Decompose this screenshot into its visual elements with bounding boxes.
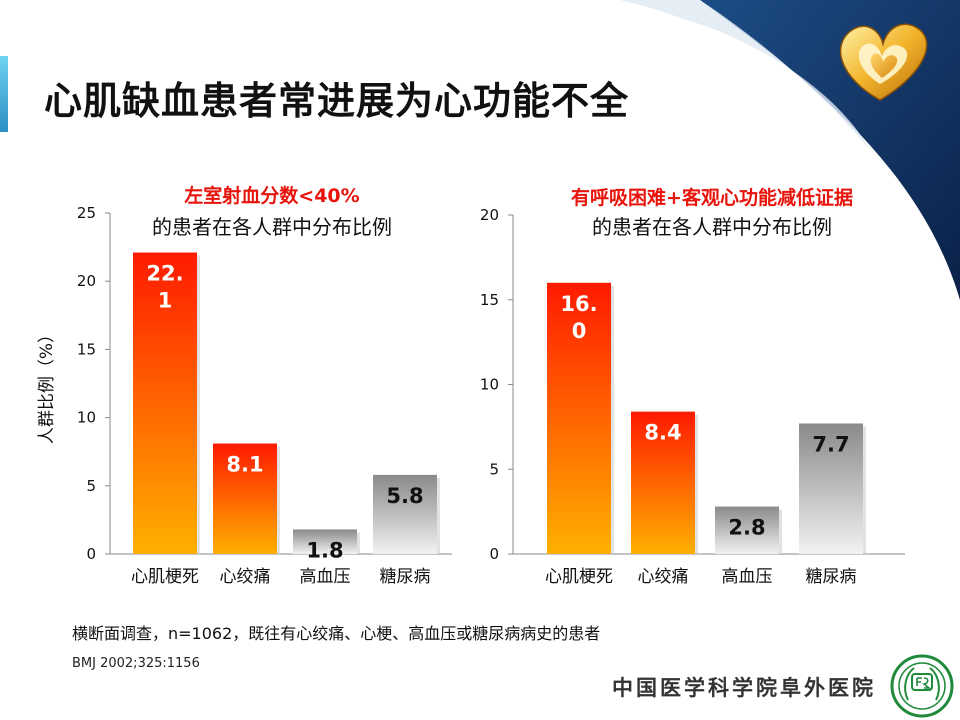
reference-citation: BMJ 2002;325:1156: [72, 656, 200, 671]
y-tick-label: 20: [480, 206, 499, 224]
gold-heart-logo-icon: [839, 23, 928, 101]
bar-糖尿病: [799, 423, 863, 554]
x-category-label: 心绞痛: [220, 567, 271, 587]
y-tick-label: 10: [77, 409, 96, 427]
x-category-label: 高血压: [722, 567, 773, 587]
study-footnote: 横断面调查，n=1062，既往有心绞痛、心梗、高血压或糖尿病病史的患者: [72, 624, 601, 643]
x-category-label: 心肌梗死: [545, 567, 613, 587]
bar-value-label: 22. 1: [146, 262, 183, 313]
x-category-label: 糖尿病: [806, 567, 857, 587]
chart-title-highlight: 有呼吸困难+客观心功能减低证据: [571, 186, 853, 209]
bar-心绞痛: [213, 443, 277, 554]
x-category-label: 高血压: [300, 567, 351, 587]
bar-心肌梗死: [133, 252, 197, 554]
y-tick-label: 15: [77, 340, 96, 358]
institution-name: 中国医学科学院阜外医院: [612, 675, 876, 700]
bar-value-label: 16. 0: [560, 292, 597, 343]
bar-value-label: 8.4: [644, 421, 681, 445]
y-tick-label: 0: [489, 545, 499, 563]
bar-value-label: 5.8: [386, 484, 423, 508]
y-axis-label: 人群比例（%）: [37, 326, 57, 444]
x-category-label: 糖尿病: [380, 567, 431, 587]
y-tick-label: 0: [86, 545, 96, 563]
y-tick-label: 20: [77, 272, 96, 290]
chart-title: 的患者在各人群中分布比例: [152, 215, 392, 239]
y-tick-label: 25: [77, 204, 96, 222]
x-category-label: 心肌梗死: [131, 567, 199, 587]
bar-value-label: 2.8: [728, 516, 765, 540]
y-tick-label: 15: [480, 291, 499, 309]
chart-lvef: 左室射血分数<40% 的患者在各人群中分布比例 0 5 10 15 20 25 人群比例（%） 2…: [37, 184, 452, 587]
bar-value-label: 8.1: [226, 453, 263, 477]
bar-心肌梗死: [547, 282, 611, 554]
hospital-seal-icon: [890, 654, 954, 718]
x-category-label: 心绞痛: [638, 567, 689, 587]
bar-高血压: [293, 529, 357, 554]
y-tick-label: 5: [86, 477, 96, 495]
title-accent-bar: [0, 56, 8, 132]
bar-高血压: [715, 506, 779, 554]
y-tick-label: 10: [480, 376, 499, 394]
bar-糖尿病: [373, 474, 437, 554]
chart-title: 的患者在各人群中分布比例: [592, 215, 832, 239]
y-tick-label: 5: [489, 460, 499, 478]
bar-value-label: 1.8: [306, 538, 343, 562]
chart-title-highlight: 左室射血分数<40%: [184, 184, 359, 207]
bar-value-label: 7.7: [812, 432, 849, 456]
bar-心绞痛: [631, 411, 695, 554]
slide-title: 心肌缺血患者常进展为心功能不全: [44, 79, 630, 123]
